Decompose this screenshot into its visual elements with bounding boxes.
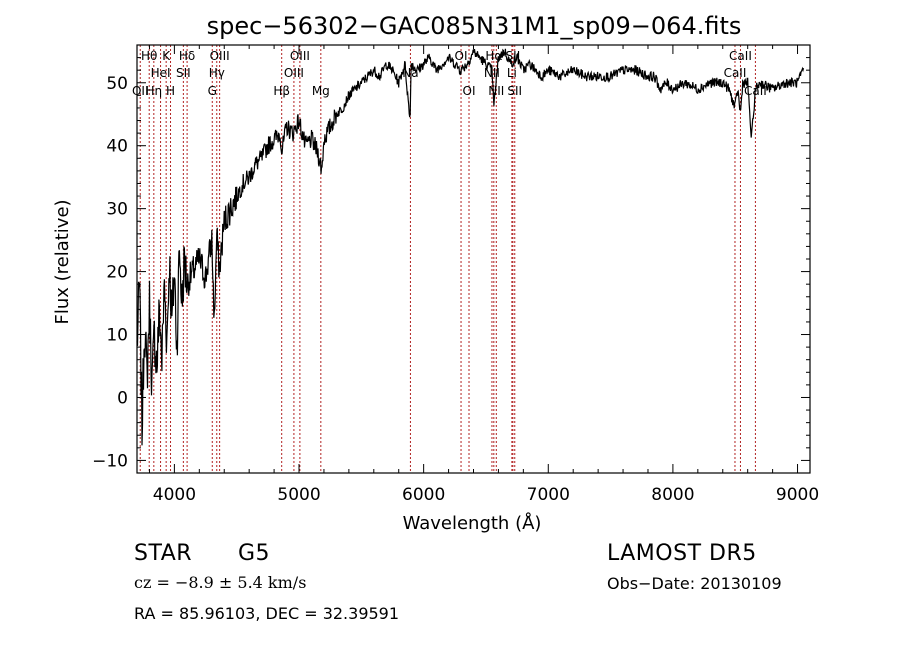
- y-tick-label-3: 20: [106, 263, 128, 283]
- line-labels: OIIHθHηHeIKHSIIHδGHγOIIIHβOIIIOIIIMgNaOI…: [132, 49, 767, 98]
- line-label-12: OIII: [284, 66, 304, 80]
- line-label-5: H: [166, 84, 175, 98]
- y-axis: −10 0 10 20 30 40 50: [92, 57, 810, 471]
- line-label-8: G: [208, 84, 217, 98]
- y-axis-label: Flux (relative): [52, 199, 73, 324]
- line-label-9: Hγ: [209, 66, 225, 80]
- y-tick-label-6: 50: [106, 74, 128, 94]
- line-label-23: SII: [507, 84, 522, 98]
- x-tick-label-1: 5000: [277, 485, 320, 505]
- x-tick-label-2: 6000: [402, 485, 445, 505]
- x-tick-label-4: 8000: [651, 485, 694, 505]
- spectrum-line: [136, 48, 805, 446]
- line-label-13: OIII: [290, 49, 310, 63]
- chart-title: spec−56302−GAC085N31M1_sp09−064.fits: [207, 12, 742, 40]
- line-label-14: Mg: [312, 84, 330, 98]
- x-tick-label-5: 9000: [776, 485, 819, 505]
- line-label-16: OI: [455, 49, 468, 63]
- line-label-3: HeI: [151, 66, 171, 80]
- line-label-1: Hθ: [141, 49, 157, 63]
- line-label-7: Hδ: [179, 49, 195, 63]
- line-label-6: SII: [176, 66, 191, 80]
- x-tick-label-0: 4000: [153, 485, 196, 505]
- plot-frame: [136, 44, 811, 474]
- line-label-4: K: [162, 49, 171, 63]
- survey-name: LAMOST DR5: [607, 541, 757, 566]
- x-tick-label-3: 7000: [527, 485, 570, 505]
- line-label-21: Li: [507, 66, 517, 80]
- line-markers: [139, 45, 756, 473]
- line-label-25: CaII: [729, 49, 752, 63]
- redshift-cz: cz = −8.9 ± 5.4 km/s: [134, 573, 307, 592]
- y-tick-label-1: 0: [117, 388, 128, 408]
- line-label-11: Hβ: [273, 84, 290, 98]
- line-label-20: NII: [488, 84, 504, 98]
- object-class: STAR: [134, 541, 193, 566]
- x-axis-label: Wavelength (Å): [403, 512, 542, 534]
- x-axis: 4000 5000 6000 7000 8000 9000: [148, 45, 819, 505]
- line-label-17: OI: [463, 84, 476, 98]
- coordinates: RA = 85.96103, DEC = 32.39591: [134, 604, 400, 623]
- y-tick-label-2: 10: [106, 326, 128, 346]
- line-label-0: OII: [132, 84, 149, 98]
- line-label-2: Hη: [146, 84, 163, 98]
- object-subclass: G5: [238, 541, 271, 566]
- line-label-24: CaII: [724, 66, 747, 80]
- y-tick-label-5: 40: [106, 137, 128, 157]
- line-label-10: OIII: [210, 49, 230, 63]
- y-tick-label-4: 30: [106, 200, 128, 220]
- y-tick-label-0: −10: [92, 451, 128, 471]
- observation-date: Obs−Date: 20130109: [607, 574, 782, 593]
